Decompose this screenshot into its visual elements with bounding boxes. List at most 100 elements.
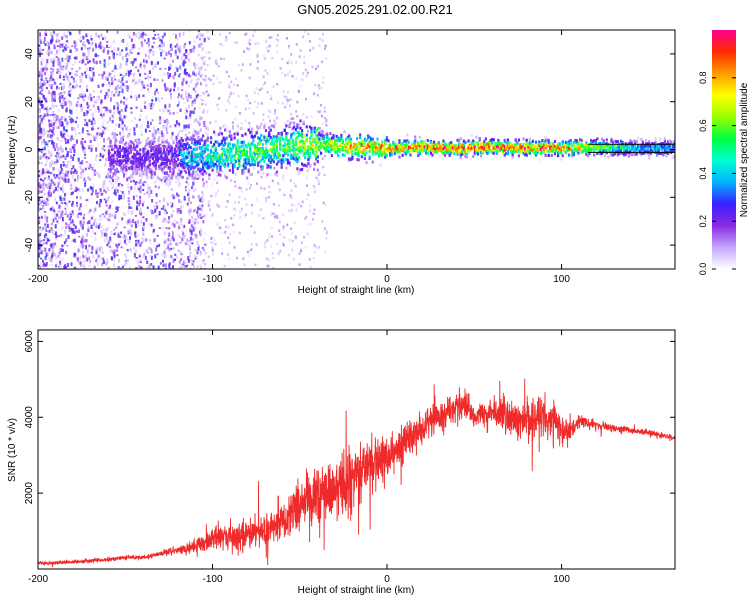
heatmap-cell [64, 193, 66, 197]
heatmap-cell [55, 255, 58, 260]
heatmap-cell [194, 134, 197, 137]
heatmap-cell [306, 232, 309, 236]
heatmap-cell [245, 188, 248, 191]
heatmap-cell [142, 149, 145, 153]
heatmap-cell [218, 97, 220, 100]
heatmap-cell [297, 130, 301, 134]
heatmap-cell [288, 147, 291, 151]
heatmap-cell [81, 261, 84, 265]
heatmap-cell [138, 264, 141, 268]
heatmap-cell [41, 57, 44, 62]
heatmap-cell [193, 171, 196, 175]
heatmap-cell [99, 247, 101, 252]
heatmap-cell [47, 47, 50, 51]
heatmap-cell [184, 164, 187, 168]
heatmap-cell [134, 158, 137, 162]
heatmap-cell [363, 137, 366, 141]
heatmap-cell [87, 95, 90, 100]
heatmap-cell [108, 219, 111, 222]
heatmap-cell [192, 138, 195, 141]
heatmap-cell [203, 243, 206, 246]
heatmap-cell [126, 177, 129, 182]
heatmap-cell [136, 165, 139, 169]
heatmap-cell [91, 245, 94, 251]
heatmap-cell [133, 246, 136, 250]
heatmap-cell [180, 218, 183, 223]
heatmap-cell [253, 144, 257, 148]
heatmap-cell [106, 30, 109, 33]
heatmap-cell [51, 34, 54, 39]
heatmap-cell [62, 174, 65, 177]
heatmap-cell [154, 33, 157, 37]
heatmap-cell [46, 67, 49, 71]
heatmap-cell [89, 140, 92, 143]
heatmap-cell [220, 143, 223, 146]
heatmap-cell [378, 149, 381, 153]
heatmap-cell [345, 149, 348, 153]
heatmap-cell [162, 50, 165, 53]
heatmap-cell [81, 188, 84, 191]
heatmap-cell [189, 251, 192, 254]
heatmap-cell [239, 145, 242, 149]
heatmap-cell [250, 135, 253, 139]
heatmap-cell [109, 158, 112, 162]
heatmap-cell [236, 132, 239, 136]
heatmap-cell [74, 120, 77, 124]
heatmap-cell [241, 152, 244, 155]
heatmap-cell [110, 256, 113, 260]
heatmap-cell [80, 47, 83, 51]
heatmap-cell [186, 127, 189, 130]
heatmap-cell [119, 267, 122, 269]
heatmap-cell [167, 109, 170, 113]
heatmap-cell [56, 220, 59, 223]
heatmap-cell [136, 141, 139, 145]
heatmap-cell [128, 144, 131, 147]
heatmap-cell [268, 36, 271, 39]
heatmap-cell [91, 112, 94, 118]
heatmap-cell [220, 141, 224, 145]
heatmap-cell [227, 236, 230, 239]
heatmap-cell [206, 161, 209, 165]
heatmap-cell [114, 216, 117, 219]
heatmap-cell [214, 149, 217, 153]
heatmap-cell [188, 173, 191, 177]
heatmap-cell [171, 231, 174, 236]
heatmap-cell [180, 258, 182, 261]
heatmap-cell [247, 98, 250, 102]
heatmap-cell [191, 162, 194, 166]
heatmap-cell [61, 57, 64, 62]
heatmap-cell [176, 133, 180, 137]
heatmap-cell [318, 110, 321, 114]
heatmap-cell [139, 141, 142, 144]
heatmap-cell [277, 252, 280, 255]
heatmap-cell [384, 148, 387, 152]
heatmap-cell [183, 224, 186, 229]
heatmap-cell [152, 103, 155, 107]
heatmap-cell [304, 147, 307, 151]
heatmap-cell [184, 58, 186, 60]
heatmap-cell [367, 143, 370, 147]
heatmap-cell [192, 159, 195, 163]
heatmap-cell [131, 79, 134, 84]
heatmap-cell [155, 180, 158, 184]
heatmap-cell [148, 193, 151, 198]
heatmap-cell [177, 242, 180, 247]
heatmap-cell [68, 46, 71, 50]
heatmap-cell [304, 217, 307, 220]
heatmap-cell [105, 92, 108, 96]
heatmap-cell [285, 157, 288, 161]
heatmap-cell [255, 152, 258, 155]
heatmap-cell [378, 146, 381, 150]
heatmap-cell [306, 71, 309, 74]
heatmap-cell [125, 238, 127, 241]
heatmap-cell [360, 155, 363, 159]
heatmap-cell [119, 117, 122, 121]
heatmap-cell [323, 106, 326, 109]
heatmap-cell [39, 155, 42, 159]
heatmap-cell [260, 165, 263, 169]
heatmap-cell [43, 107, 45, 111]
heatmap-cell [124, 85, 127, 90]
heatmap-cell [69, 49, 72, 53]
heatmap-cell [309, 49, 312, 52]
heatmap-cell [338, 138, 341, 142]
